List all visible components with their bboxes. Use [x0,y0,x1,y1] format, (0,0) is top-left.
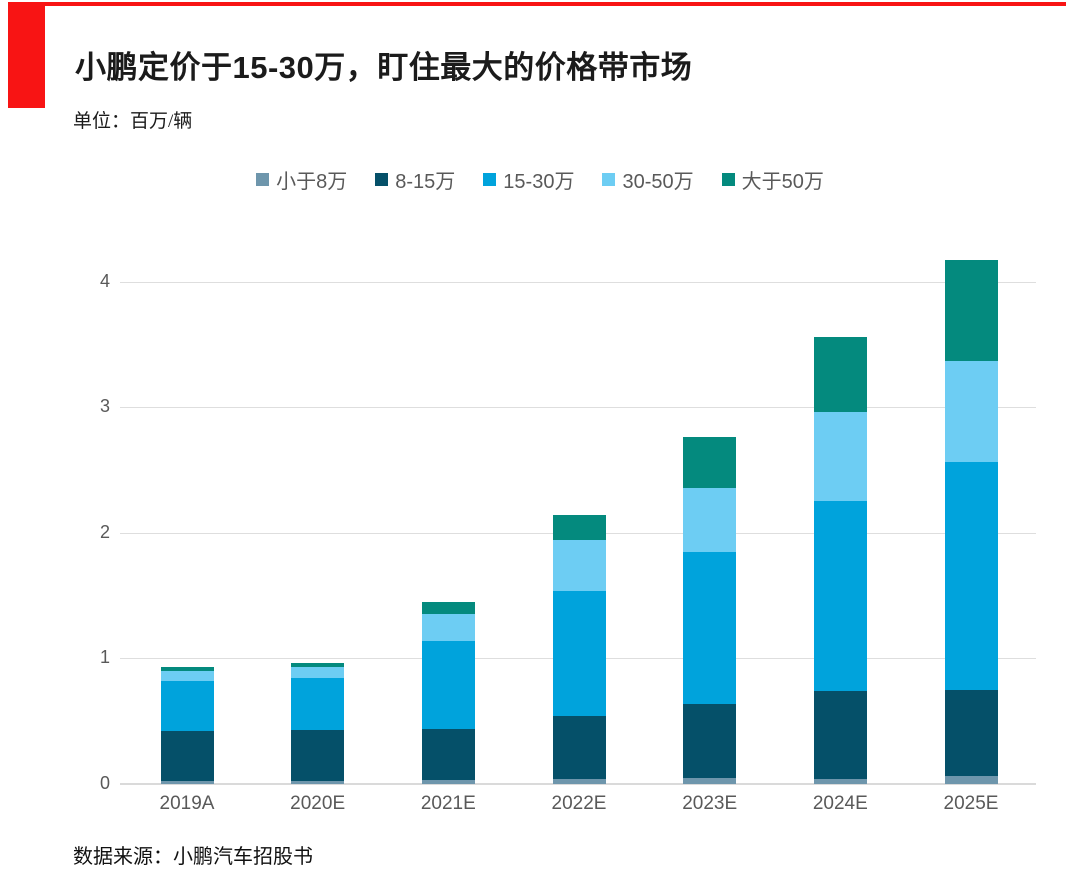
legend-swatch-icon [375,173,389,186]
bar-segment-2021E-15-30万 [421,640,475,729]
legend-swatch-icon [721,173,735,186]
bar-segment-2019A-小于8万 [160,781,214,784]
legend-item-8-15万: 8-15万 [375,165,455,194]
bar-segment-2019A-8-15万 [160,731,214,782]
legend-item-15-30万: 15-30万 [483,165,574,194]
bar-segment-2025E-8-15万 [944,689,998,777]
bar-segment-2020E-小于8万 [291,781,345,784]
legend-label: 小于8万 [276,171,348,193]
y-axis-tick-label: 3 [99,396,110,417]
legend-label: 30-50万 [622,171,694,193]
bar-segment-2020E-15-30万 [291,678,345,730]
bar-segment-2019A-15-30万 [160,681,214,732]
legend-label: 15-30万 [503,171,575,193]
bar-segment-2025E-大于50万 [944,260,998,361]
unit-label: 单位：百万/辆 [73,111,193,132]
y-axis-tick-label: 2 [99,521,110,542]
bar-segment-2025E-15-30万 [944,462,998,690]
source-note: 数据来源：小鹏汽车招股书 [73,846,313,868]
legend-label: 大于50万 [741,171,824,193]
bar-segment-2022E-15-30万 [552,590,606,717]
x-axis-tick-label: 2025E [943,793,999,814]
y-axis-tick-label: 0 [99,773,110,793]
bar-segment-2020E-30-50万 [291,667,345,679]
x-axis-tick-label: 2020E [290,793,346,814]
legend-item-30-50万: 30-50万 [602,165,694,194]
bar-segment-2019A-30-50万 [160,670,214,681]
y-axis-tick-label: 4 [99,270,110,291]
x-axis-tick-label: 2024E [812,793,868,814]
bar-segment-2022E-30-50万 [552,540,606,591]
gridline [120,281,1036,283]
bar-segment-2020E-大于50万 [291,663,345,668]
legend-item-小于8万: 小于8万 [256,165,347,194]
bar-segment-2021E-大于50万 [421,601,475,615]
x-axis-tick-label: 2023E [682,793,738,814]
bar-segment-2022E-大于50万 [552,515,606,541]
legend-label: 8-15万 [395,171,456,193]
page-title: 小鹏定价于15-30万，盯住最大的价格带市场 [75,50,693,85]
legend-item-大于50万: 大于50万 [721,165,824,194]
bar-segment-2021E-小于8万 [421,780,475,784]
x-axis-tick-label: 2019A [159,793,215,814]
bar-segment-2024E-15-30万 [813,501,867,692]
bar-segment-2025E-30-50万 [944,360,998,463]
x-axis-tick-label: 2022E [551,793,607,814]
bar-segment-2022E-8-15万 [552,716,606,779]
legend-swatch-icon [602,173,616,186]
bar-segment-2020E-8-15万 [291,729,345,782]
bar-segment-2023E-小于8万 [683,777,737,784]
bar-segment-2024E-8-15万 [813,691,867,779]
bar-segment-2023E-30-50万 [683,487,737,552]
bar-segment-2024E-30-50万 [813,412,867,502]
y-axis-tick-label: 1 [99,647,110,668]
chart-legend: 小于8万 8-15万 15-30万 30-50万 大于50万 [0,165,1080,194]
bar-segment-2023E-大于50万 [683,437,737,488]
bar-segment-2024E-小于8万 [813,778,867,784]
bar-segment-2024E-大于50万 [813,336,867,413]
legend-swatch-icon [483,173,497,186]
x-axis-line [120,783,1036,785]
bar-segment-2023E-8-15万 [683,703,737,778]
red-accent-block [8,2,45,108]
gridline [120,407,1036,409]
bar-segment-2023E-15-30万 [683,551,737,704]
bar-segment-2022E-小于8万 [552,778,606,784]
red-accent-line [8,2,1066,6]
bar-segment-2021E-30-50万 [421,614,475,641]
bar-segment-2019A-大于50万 [160,667,214,671]
bar-segment-2025E-小于8万 [944,776,998,784]
bar-segment-2021E-8-15万 [421,728,475,781]
legend-swatch-icon [256,173,270,186]
x-axis-tick-label: 2021E [420,793,476,814]
